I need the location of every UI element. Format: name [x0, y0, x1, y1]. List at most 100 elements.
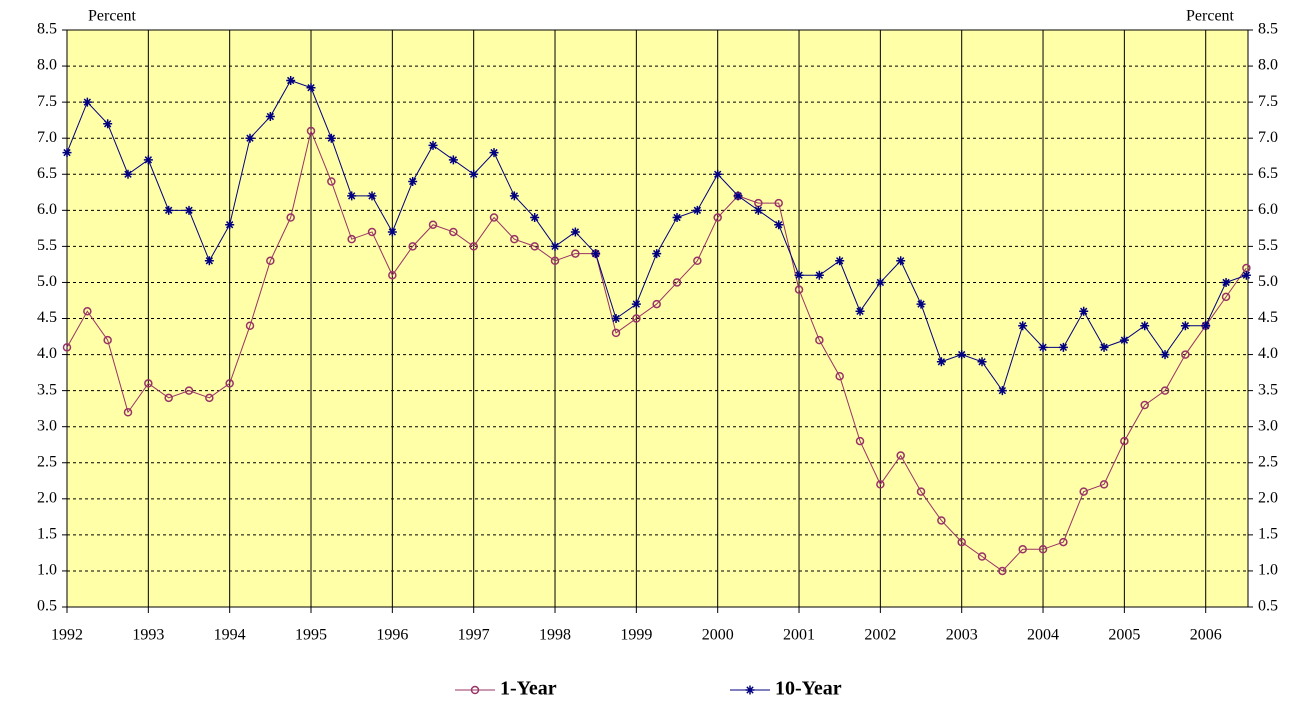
y-tick-label: 4.0: [37, 345, 57, 362]
data-point: [245, 321, 255, 330]
data-point: [164, 393, 173, 403]
data-point: [265, 112, 275, 122]
x-tick-label: 1994: [214, 627, 246, 644]
data-point: [469, 242, 478, 251]
x-tick-label: 1997: [458, 627, 490, 644]
x-tick-label: 2004: [1027, 627, 1059, 644]
y2-tick-label: 2.5: [1258, 453, 1278, 470]
y2-tick-label: 6.5: [1258, 165, 1278, 182]
data-point: [876, 480, 885, 489]
data-point: [1221, 292, 1231, 302]
y2-tick-label: 3.0: [1258, 417, 1278, 434]
y2-tick-label: 4.0: [1258, 345, 1278, 362]
data-point: [1201, 321, 1211, 331]
data-point: [753, 205, 763, 215]
data-point: [225, 379, 234, 388]
data-point: [977, 552, 987, 561]
data-point: [326, 133, 336, 143]
y2-tick-label: 5.0: [1258, 273, 1278, 290]
data-point: [489, 148, 499, 158]
y2-tick-label: 1.5: [1258, 526, 1278, 543]
data-point: [245, 133, 255, 143]
y2-tick-label: 6.0: [1258, 201, 1278, 218]
legend-label: 1-Year: [500, 678, 557, 700]
data-point: [794, 270, 804, 280]
data-point: [1120, 436, 1129, 446]
data-point: [509, 191, 519, 201]
data-point: [62, 343, 72, 352]
data-point: [814, 270, 824, 280]
data-point: [631, 299, 641, 309]
data-point: [550, 241, 560, 251]
y2-axis-label: Percent: [1186, 8, 1235, 25]
data-point: [957, 350, 967, 360]
data-point: [1160, 386, 1170, 395]
data-point: [286, 75, 296, 85]
data-point: [1018, 321, 1028, 331]
data-point: [611, 328, 621, 338]
data-point: [510, 234, 519, 244]
data-point: [367, 191, 377, 201]
x-tick-label: 2003: [946, 627, 978, 644]
data-point: [693, 256, 702, 266]
y-tick-label: 7.5: [37, 93, 57, 110]
data-point: [896, 256, 906, 266]
data-point: [611, 314, 621, 323]
data-point: [1140, 400, 1149, 410]
data-point: [835, 256, 845, 266]
data-point: [266, 256, 275, 266]
data-point: [1038, 545, 1048, 554]
data-point: [916, 487, 926, 496]
data-point: [896, 451, 905, 460]
data-point: [123, 169, 133, 179]
data-point: [530, 242, 539, 251]
data-point: [1119, 335, 1129, 345]
data-point: [103, 119, 113, 129]
data-point: [205, 393, 214, 403]
data-point: [306, 126, 316, 136]
data-point: [1099, 480, 1109, 489]
y2-tick-label: 0.5: [1258, 598, 1278, 615]
y-tick-label: 2.0: [37, 489, 57, 506]
x-tick-label: 1999: [620, 627, 652, 644]
data-point: [164, 205, 174, 215]
y-tick-label: 8.0: [37, 57, 57, 74]
data-point: [82, 97, 92, 107]
y-axis-label: Percent: [88, 8, 137, 25]
y-tick-label: 8.5: [37, 21, 57, 38]
y2-tick-label: 4.5: [1258, 309, 1278, 326]
y-tick-label: 1.0: [37, 562, 57, 579]
data-point: [1221, 277, 1231, 287]
x-tick-label: 1996: [376, 627, 408, 644]
y2-tick-label: 8.0: [1258, 57, 1278, 74]
data-point: [672, 278, 682, 287]
x-tick-label: 1998: [539, 627, 571, 644]
x-tick-label: 2001: [783, 627, 815, 644]
data-point: [570, 227, 580, 237]
data-point: [1058, 342, 1068, 352]
data-point: [347, 234, 356, 244]
data-point: [794, 285, 804, 294]
y-tick-label: 3.0: [37, 417, 57, 434]
y-tick-label: 3.5: [37, 381, 57, 398]
x-tick-label: 2000: [702, 627, 734, 644]
data-point: [1180, 321, 1190, 331]
data-point: [347, 191, 357, 201]
data-point: [997, 386, 1007, 396]
x-tick-label: 1993: [132, 627, 164, 644]
data-point: [1059, 537, 1068, 547]
data-point: [408, 176, 418, 186]
data-point: [388, 270, 397, 280]
data-point: [855, 306, 865, 316]
data-point: [184, 205, 194, 215]
data-point: [448, 155, 458, 165]
data-point: [774, 220, 784, 230]
y-tick-label: 6.0: [37, 201, 57, 218]
data-point: [713, 213, 722, 222]
data-point: [652, 249, 662, 259]
data-point: [774, 198, 783, 208]
data-point: [672, 213, 682, 223]
data-point: [428, 140, 438, 150]
data-point: [1079, 487, 1088, 496]
